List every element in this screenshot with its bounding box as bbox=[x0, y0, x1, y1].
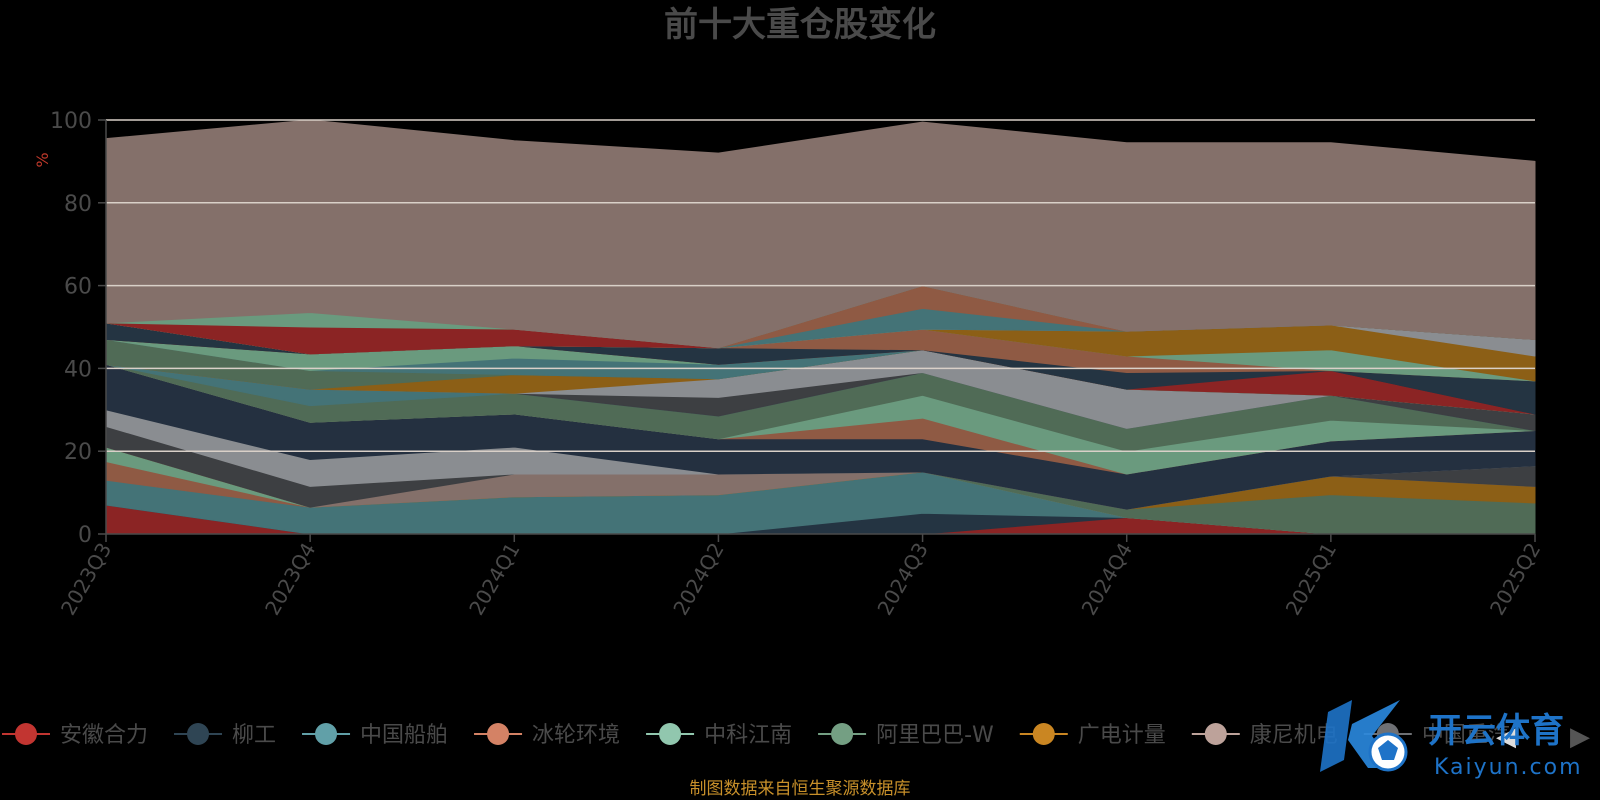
x-tick-label-5: 2024Q4 bbox=[1077, 539, 1137, 620]
watermark-logo bbox=[1320, 700, 1408, 772]
logo-k-arm bbox=[1348, 700, 1400, 768]
area-series-32 bbox=[105, 119, 1536, 349]
legend-marker-2 bbox=[315, 723, 338, 745]
legend-marker-7 bbox=[1204, 723, 1227, 745]
y-axis-unit: % bbox=[33, 152, 52, 167]
legend-item-7[interactable]: 康尼机电 bbox=[1191, 723, 1338, 748]
y-tick-label-4: 80 bbox=[64, 192, 92, 217]
legend-marker-3 bbox=[487, 723, 510, 745]
legend-item-4[interactable]: 中科江南 bbox=[646, 723, 792, 748]
x-tick-label-1: 2023Q4 bbox=[260, 539, 320, 620]
stacked-areas bbox=[105, 119, 1536, 535]
legend-label-6: 广电计量 bbox=[1078, 723, 1166, 748]
legend-label-2: 中国船舶 bbox=[360, 723, 448, 748]
legend-next-button[interactable]: ▶ bbox=[1570, 722, 1590, 752]
soccer-ball-patch bbox=[1378, 740, 1398, 760]
legend-item-5[interactable]: 阿里巴巴-W bbox=[818, 723, 994, 748]
legend-pager: ◀ ▶ bbox=[1496, 722, 1590, 752]
legend-label-7: 康尼机电 bbox=[1250, 723, 1338, 748]
legend-label-1: 柳工 bbox=[232, 723, 276, 748]
x-tick-label-2: 2024Q1 bbox=[464, 539, 524, 620]
legend-label-4: 中科江南 bbox=[704, 723, 792, 748]
legend-marker-0 bbox=[15, 723, 37, 745]
chart-title: 前十大重仓股变化 bbox=[664, 5, 936, 45]
legend-marker-5 bbox=[831, 723, 854, 745]
legend-marker-6 bbox=[1032, 723, 1055, 745]
logo-k-stem bbox=[1320, 700, 1352, 772]
legend-item-1[interactable]: 柳工 bbox=[174, 723, 276, 748]
x-tick-label-0: 2023Q3 bbox=[56, 539, 116, 620]
legend-item-6[interactable]: 广电计量 bbox=[1019, 723, 1166, 748]
y-tick-label-1: 20 bbox=[64, 440, 92, 465]
x-tick-label-7: 2025Q2 bbox=[1485, 539, 1545, 620]
y-tick-label-5: 100 bbox=[50, 109, 92, 134]
legend-marker-1 bbox=[187, 723, 210, 745]
legend-label-5: 阿里巴巴-W bbox=[876, 723, 994, 748]
legend-prev-button[interactable]: ◀ bbox=[1496, 722, 1516, 752]
x-tick-label-3: 2024Q2 bbox=[668, 539, 728, 620]
x-tick-label-4: 2024Q3 bbox=[872, 539, 932, 620]
watermark-url: Kaiyun.com bbox=[1434, 755, 1583, 780]
legend-item-3[interactable]: 冰轮环境 bbox=[474, 723, 620, 748]
legend-item-0[interactable]: 安徽合力 bbox=[2, 723, 148, 748]
y-tick-label-2: 40 bbox=[64, 357, 92, 382]
y-axis: 0 20 40 60 80 100 bbox=[50, 109, 107, 548]
legend: 安徽合力 柳工 中国船舶 冰轮环境 中科江南 阿里巴巴-W 广电计量 康尼机电 中国重汽 bbox=[2, 723, 1510, 748]
watermark-brand: 开云体育 bbox=[1428, 711, 1564, 751]
data-source-note: 制图数据来自恒生聚源数据库 bbox=[690, 779, 911, 799]
watermark: 开云体育 Kaiyun.com bbox=[1320, 700, 1583, 780]
legend-marker-4 bbox=[659, 723, 682, 745]
legend-label-0: 安徽合力 bbox=[60, 723, 148, 748]
legend-item-2[interactable]: 中国船舶 bbox=[302, 723, 448, 748]
grid-lines bbox=[106, 119, 1535, 452]
y-tick-label-0: 0 bbox=[78, 523, 92, 548]
x-tick-label-6: 2025Q1 bbox=[1281, 539, 1341, 620]
legend-label-3: 冰轮环境 bbox=[532, 723, 620, 748]
legend-label-8: 中国重汽 bbox=[1422, 723, 1510, 748]
y-tick-label-3: 60 bbox=[64, 275, 92, 300]
x-axis: 2023Q3 2023Q4 2024Q1 2024Q2 2024Q3 2024Q4 2025… bbox=[56, 533, 1545, 620]
